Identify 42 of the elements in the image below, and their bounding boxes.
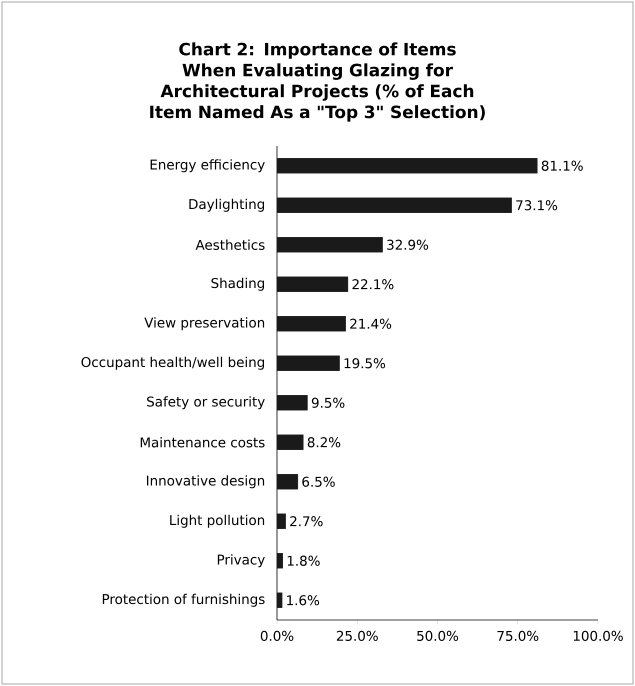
x-tick-label: 50.0%: [417, 630, 458, 641]
y-tick-label: Shading: [211, 278, 264, 291]
bar: [276, 316, 346, 332]
bar: [276, 237, 383, 252]
y-tick-label: Maintenance costs: [140, 437, 265, 448]
data-label: 8.2%: [308, 437, 340, 448]
bar: [276, 434, 304, 450]
data-label: 1.6%: [287, 595, 320, 606]
data-label: 32.9%: [387, 240, 428, 250]
data-label: 9.5%: [312, 398, 344, 408]
data-label: 81.1%: [542, 160, 583, 171]
bar: [276, 553, 283, 568]
x-tick-label: 25.0%: [336, 630, 378, 641]
x-tick-label: 0.0%: [260, 630, 294, 641]
data-label: 1.8%: [288, 556, 320, 566]
data-label: 22.1%: [352, 279, 394, 290]
x-tick-label: 75.0%: [497, 630, 538, 641]
y-tick-label: Energy efficiency: [150, 159, 265, 172]
chart-title: Chart 2: Importance of Items When Evaluating Glazing for Architectural Projects (% of Each Item Named As a "Top 3" Selection): [150, 42, 485, 122]
x-tick-label: 100.0%: [574, 630, 623, 641]
y-tick-label: Occupant health/well being: [81, 356, 264, 370]
y-tick-label: Aesthetics: [196, 240, 265, 250]
y-tick-label: Privacy: [218, 554, 265, 568]
bar: [276, 158, 538, 174]
data-label: 6.5%: [302, 476, 335, 487]
y-tick-label: Innovative design: [146, 475, 264, 488]
bar: [276, 276, 348, 292]
data-label: 19.5%: [344, 358, 386, 368]
data-label: 73.1%: [516, 200, 558, 210]
bar: [276, 514, 286, 529]
data-label: 2.7%: [290, 516, 323, 526]
bar: [276, 592, 282, 608]
y-tick-label: Safety or security: [147, 396, 265, 410]
bar: [276, 198, 512, 213]
y-tick-label: Daylighting: [189, 198, 264, 212]
y-tick-label: Protection of furnishings: [102, 594, 265, 607]
y-tick-label: View preservation: [144, 317, 264, 330]
bar: [276, 474, 298, 490]
data-label: 21.4%: [350, 318, 392, 329]
bar: [276, 395, 308, 410]
bar: [276, 356, 340, 371]
y-tick-label: Light pollution: [170, 514, 264, 528]
